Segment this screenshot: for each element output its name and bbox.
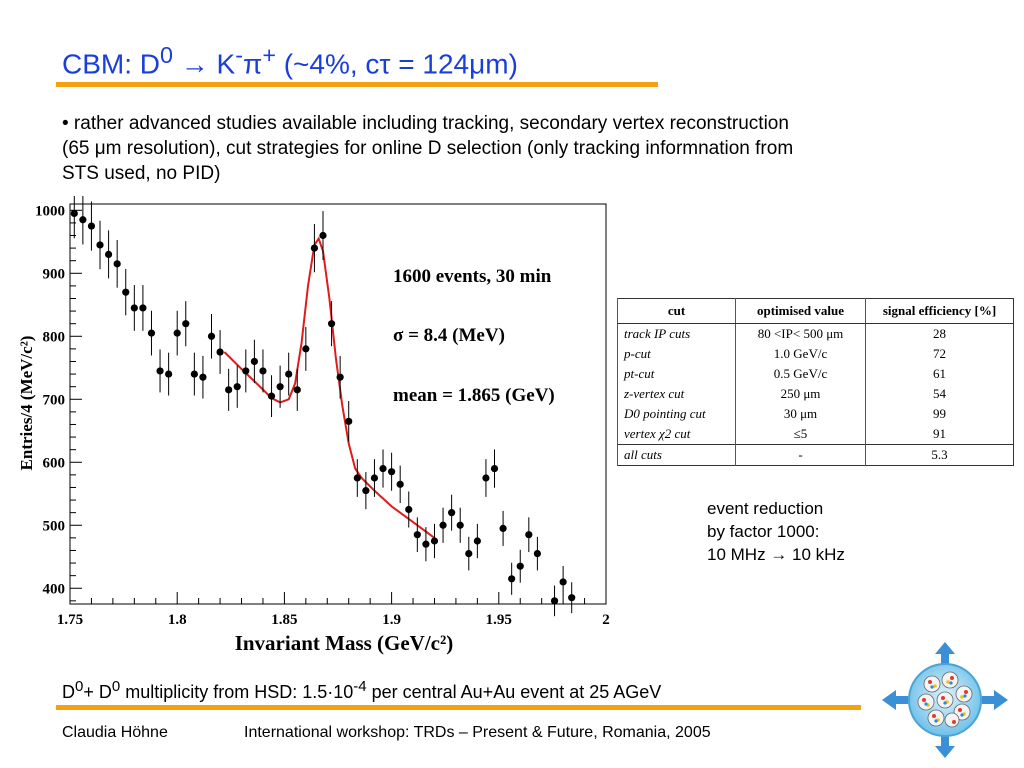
- data-point: [490, 464, 499, 473]
- x-tick-label: 1.8: [168, 612, 187, 628]
- data-point: [130, 304, 138, 312]
- annotation-sigma: σ = 8.4 (MeV): [393, 325, 505, 346]
- data-point: [276, 383, 284, 391]
- event-reduction-note: event reduction by factor 1000: 10 MHz →…: [707, 499, 845, 564]
- data-point: [508, 575, 516, 583]
- title-underline: [56, 82, 658, 87]
- data-point: [388, 468, 396, 476]
- fit-curve: [223, 236, 436, 539]
- data-point: [250, 357, 258, 366]
- data-point: [533, 550, 541, 558]
- table-row: p-cut 1.0 GeV/c 72: [617, 344, 1014, 364]
- table-row: z-vertex cut 250 μm 54: [617, 384, 1014, 404]
- table-row: track IP cuts 80 <IP< 500 μm 28: [617, 323, 1014, 344]
- data-point: [405, 505, 413, 514]
- table-row: vertex χ2 cut ≤5 91: [617, 424, 1014, 445]
- data-point: [396, 480, 404, 488]
- y-axis-label: Entries/4 (MeV/c²): [17, 336, 36, 471]
- data-point: [293, 386, 301, 394]
- data-point: [259, 367, 267, 375]
- annotation-mean: mean = 1.865 (GeV): [393, 385, 555, 406]
- x-tick-label: 1.9: [382, 612, 401, 628]
- col-header-value: optimised value: [735, 298, 866, 324]
- data-point: [139, 304, 147, 312]
- footer-venue: International workshop: TRDs – Present &…: [244, 724, 711, 741]
- x-tick-label: 1.85: [271, 612, 297, 628]
- data-point: [199, 373, 207, 381]
- data-point: [182, 320, 190, 328]
- data-point: [362, 487, 370, 495]
- data-point: [96, 241, 104, 249]
- invariant-mass-plot: 1.75 1.8 1.85 1.9 1.95 2 400 500 600 700 800 900 100…: [14, 196, 610, 660]
- data-point: [370, 474, 379, 482]
- annotation-events: 1600 events, 30 min: [393, 266, 552, 287]
- data-point: [482, 474, 490, 482]
- data-point: [456, 521, 464, 529]
- data-point: [70, 209, 78, 218]
- data-point: [550, 597, 559, 605]
- data-point: [147, 329, 156, 337]
- data-point: [439, 521, 447, 529]
- data-point: [190, 370, 198, 378]
- data-point: [156, 367, 164, 375]
- x-axis-label: Invariant Mass (GeV/c²): [235, 631, 454, 655]
- x-tick-label: 2: [602, 612, 610, 628]
- footer-rule: [56, 705, 861, 710]
- data-point: [165, 370, 173, 378]
- x-tick-label: 1.75: [57, 612, 83, 628]
- cut-efficiency-table: cut optimised value signal efficiency [%…: [617, 298, 1014, 466]
- multiplicity-statement: D0+ D0 multiplicity from HSD: 1.5·10-4 p…: [62, 678, 662, 702]
- table-row: all cuts -5.3: [617, 444, 1014, 466]
- y-tick-label: 900: [43, 266, 66, 282]
- data-point: [233, 383, 241, 391]
- data-point: [285, 370, 293, 378]
- data-point: [336, 373, 344, 381]
- col-header-efficiency: signal efficiency [%]: [865, 298, 1014, 324]
- y-tick-label: 1000: [35, 203, 65, 219]
- y-tick-label: 600: [43, 455, 66, 471]
- table-row: pt-cut 0.5 GeV/c 61: [617, 364, 1014, 384]
- data-point: [499, 524, 507, 533]
- cbm-detector-logo-icon: [882, 642, 1008, 758]
- data-point: [465, 550, 473, 558]
- data-point: [319, 231, 327, 240]
- data-point: [379, 464, 387, 473]
- footer-author: Claudia Höhne: [62, 724, 168, 741]
- data-point: [225, 386, 233, 394]
- data-point: [113, 260, 121, 268]
- data-point: [122, 288, 130, 296]
- slide-title: CBM: D0 → K-π+ (~4%, cτ = 124μm): [62, 42, 518, 80]
- data-point: [310, 244, 319, 252]
- data-point: [302, 345, 310, 353]
- data-point: [216, 348, 224, 356]
- data-point: [345, 417, 353, 425]
- y-tick-label: 400: [43, 581, 66, 597]
- data-point: [267, 392, 276, 400]
- y-tick-label: 500: [43, 518, 66, 534]
- data-point: [87, 222, 96, 230]
- data-point: [173, 329, 181, 337]
- data-point: [559, 578, 567, 586]
- y-tick-label: 700: [43, 392, 66, 408]
- data-point: [207, 332, 216, 340]
- table-row: D0 pointing cut 30 μm 99: [617, 404, 1014, 424]
- data-point: [104, 250, 113, 258]
- data-point: [327, 320, 336, 328]
- data-point: [473, 537, 481, 545]
- bullet-text: • rather advanced studies available incl…: [62, 113, 794, 184]
- col-header-cut: cut: [617, 298, 736, 324]
- data-point: [516, 562, 524, 570]
- data-point: [430, 537, 439, 545]
- data-point: [448, 509, 456, 517]
- x-tick-label: 1.95: [486, 612, 512, 628]
- data-point: [413, 531, 421, 539]
- data-point: [353, 474, 361, 482]
- data-point: [242, 367, 250, 375]
- data-point: [79, 216, 87, 224]
- data-point: [568, 594, 576, 602]
- data-point: [422, 540, 430, 548]
- y-tick-label: 800: [43, 329, 66, 345]
- data-point: [525, 531, 533, 539]
